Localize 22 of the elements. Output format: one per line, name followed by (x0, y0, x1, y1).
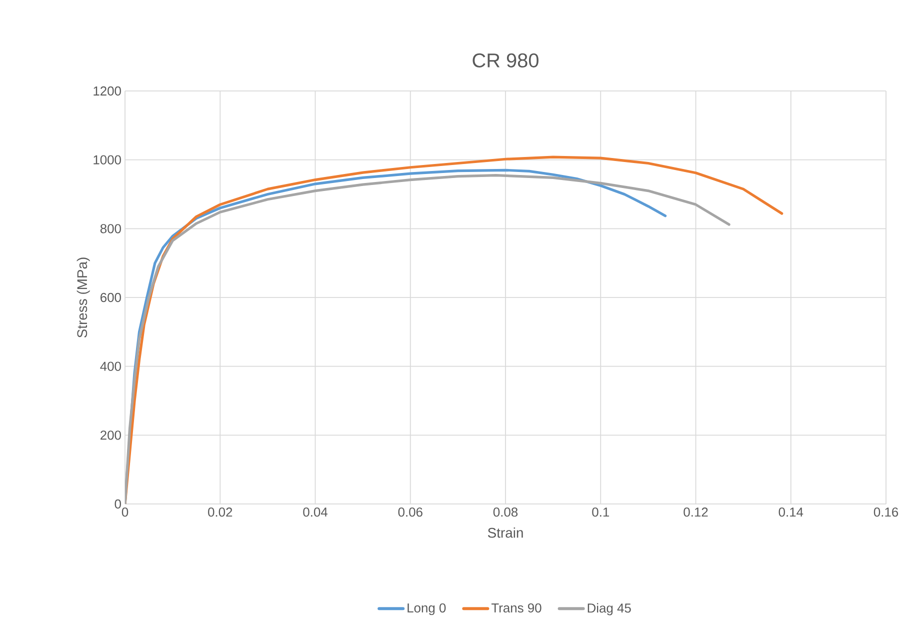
y-axis-title: Stress (MPa) (76, 258, 90, 338)
x-tick-label: 0.12 (684, 508, 708, 517)
x-tick-label: 0.14 (778, 508, 804, 517)
x-tick-label: 0 (122, 508, 128, 517)
x-tick-label: 0.06 (398, 508, 422, 517)
chart-title: CR 980 (472, 53, 538, 68)
legend-label: Long 0 (408, 603, 446, 616)
x-tick-label: 0.08 (493, 508, 518, 517)
y-tick-label: 1000 (94, 155, 121, 164)
x-tick-label: 0.16 (874, 508, 898, 517)
x-tick-label: 0.02 (208, 508, 232, 517)
y-tick-label: 1200 (94, 86, 121, 96)
x-tick-label: 0.1 (592, 508, 610, 517)
y-tick-label: 200 (100, 430, 121, 440)
y-tick-label: 0 (114, 499, 121, 509)
legend-label: Trans 90 (491, 603, 542, 612)
y-tick-label: 400 (100, 362, 121, 371)
y-tick-label: 800 (100, 224, 121, 234)
legend-label: Diag 45 (588, 603, 631, 616)
x-tick-label: 0.04 (303, 508, 328, 517)
x-axis-title: Strain (488, 528, 523, 538)
y-tick-label: 600 (100, 292, 121, 302)
